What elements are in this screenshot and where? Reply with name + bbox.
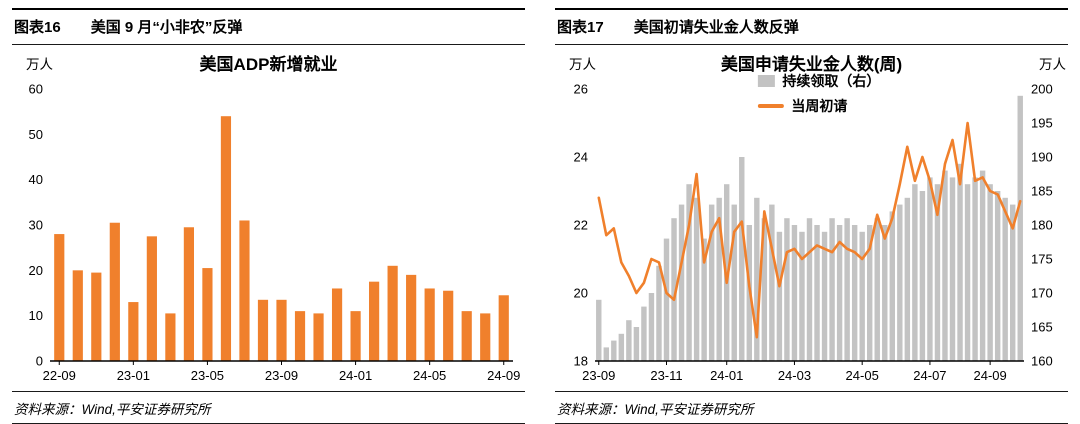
svg-text:180: 180 <box>1031 218 1053 233</box>
figure17-header-rule <box>555 44 1068 45</box>
initial-claims-legend-label: 当周初请 <box>791 98 848 114</box>
svg-text:22: 22 <box>574 218 588 233</box>
svg-text:23-05: 23-05 <box>191 368 224 383</box>
claims-left-axis-unit-label: 万人 <box>569 57 596 72</box>
svg-text:20: 20 <box>29 263 43 278</box>
svg-text:24-01: 24-01 <box>710 368 743 383</box>
svg-text:24-07: 24-07 <box>913 368 946 383</box>
initial-claims-swatch-icon <box>757 104 784 108</box>
svg-text:24-05: 24-05 <box>413 368 446 383</box>
figure17-source: 资料来源：Wind,平安证券研究所 <box>557 402 754 417</box>
svg-text:24-01: 24-01 <box>339 368 372 383</box>
svg-text:26: 26 <box>574 82 588 97</box>
figure16-source: 资料来源：Wind,平安证券研究所 <box>14 402 211 417</box>
figure17-title: 美国初请失业金人数反弹 <box>633 19 799 36</box>
svg-text:195: 195 <box>1031 116 1053 131</box>
figure16-title: 美国 9 月“小非农”反弹 <box>90 19 243 36</box>
svg-text:24: 24 <box>574 150 588 165</box>
figure16-tag: 图表16 <box>14 19 61 36</box>
figure16-top-rule <box>12 8 525 10</box>
svg-text:50: 50 <box>29 127 43 142</box>
svg-text:165: 165 <box>1031 320 1053 335</box>
svg-text:30: 30 <box>29 218 43 233</box>
figure16-panel: 图表16 美国 9 月“小非农”反弹 美国ADP新增就业 万人 0 10 20 30 4… <box>12 8 525 424</box>
svg-text:23-01: 23-01 <box>117 368 150 383</box>
svg-text:23-09: 23-09 <box>582 368 615 383</box>
legend-item-continuing-claims: 持续领取（右） <box>757 71 880 91</box>
claims-legend: 持续领取（右） 当周初请 <box>757 71 880 116</box>
svg-text:20: 20 <box>574 286 588 301</box>
svg-text:10: 10 <box>29 308 43 323</box>
svg-text:18: 18 <box>574 354 588 369</box>
svg-text:185: 185 <box>1031 184 1053 199</box>
adp-chart-area: 美国ADP新增就业 万人 0 10 20 30 40 50 60 22-09 23-01 23-0… <box>12 45 525 391</box>
svg-text:22-09: 22-09 <box>43 368 76 383</box>
adp-bar-chart: 0 10 20 30 40 50 60 22-09 23-01 23-05 23-09 24-01 24… <box>29 82 521 384</box>
figure16-header: 图表16 美国 9 月“小非农”反弹 <box>12 10 525 44</box>
svg-text:24-05: 24-05 <box>846 368 879 383</box>
svg-text:170: 170 <box>1031 286 1053 301</box>
svg-text:175: 175 <box>1031 252 1053 267</box>
figure17-tag: 图表17 <box>557 19 604 36</box>
legend-item-initial-claims: 当周初请 <box>757 96 880 116</box>
svg-text:24-09: 24-09 <box>487 368 520 383</box>
svg-text:40: 40 <box>29 172 43 187</box>
svg-text:24-09: 24-09 <box>974 368 1007 383</box>
figure17-footer-rule <box>555 391 1068 392</box>
claims-chart-area: 美国申请失业金人数(周) 万人 万人 18 20 22 24 26 160 165 170 17… <box>555 45 1068 391</box>
figure16-header-rule <box>12 44 525 45</box>
svg-text:160: 160 <box>1031 354 1053 369</box>
figure17-panel: 图表17 美国初请失业金人数反弹 美国申请失业金人数(周) 万人 万人 18 20… <box>555 8 1068 424</box>
adp-chart-title: 美国ADP新增就业 <box>199 55 338 74</box>
claims-bar-line-chart: 18 20 22 24 26 160 165 170 175 180 185 190 195 200 23-… <box>574 82 1053 384</box>
claims-chart-title: 美国申请失业金人数(周) <box>720 55 903 74</box>
figure17-top-rule <box>555 8 1068 10</box>
svg-text:0: 0 <box>36 354 43 369</box>
adp-y-axis-unit-label: 万人 <box>26 57 53 72</box>
continuing-claims-swatch-icon <box>757 75 775 87</box>
figure17-header: 图表17 美国初请失业金人数反弹 <box>555 10 1068 44</box>
svg-text:190: 190 <box>1031 150 1053 165</box>
svg-text:23-11: 23-11 <box>650 368 682 383</box>
figure16-footer-rule <box>12 391 525 392</box>
svg-text:23-09: 23-09 <box>265 368 298 383</box>
svg-text:60: 60 <box>29 82 43 97</box>
continuing-claims-legend-label: 持续领取（右） <box>782 73 881 89</box>
svg-text:200: 200 <box>1031 82 1053 97</box>
claims-right-axis-unit-label: 万人 <box>1039 57 1066 72</box>
svg-text:24-03: 24-03 <box>778 368 811 383</box>
